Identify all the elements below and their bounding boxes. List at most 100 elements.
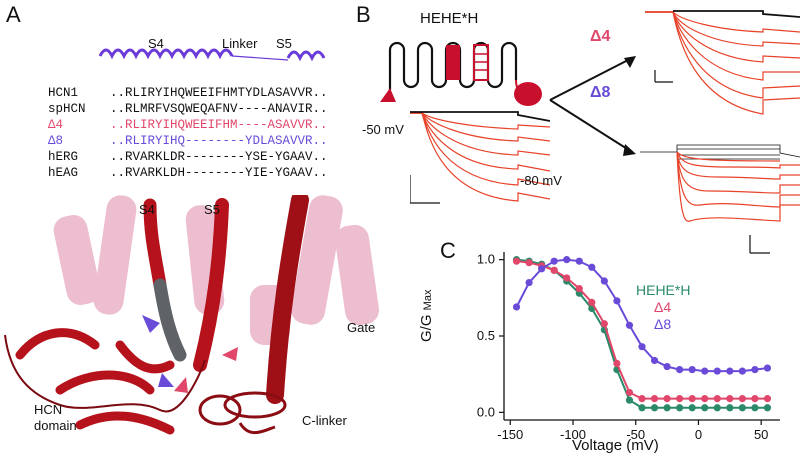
x-tick-label: -50	[626, 427, 645, 442]
legend-delta8: Δ8	[654, 316, 672, 332]
data-point	[613, 297, 621, 305]
chart-series	[512, 256, 772, 412]
seq-text: ..RVARKLDR--------YSE-YGAAV..	[110, 150, 328, 164]
data-point	[663, 404, 671, 412]
seq-name: HCN1	[48, 86, 79, 100]
hcn-domain-label-2: domain	[34, 418, 77, 433]
delta4-branch-label: Δ4	[590, 28, 611, 45]
pink-arrowhead-icon	[174, 377, 188, 393]
panel-a-letter: A	[6, 2, 21, 27]
data-point	[688, 404, 696, 412]
data-point	[588, 298, 596, 306]
seq-name: hEAG	[48, 166, 79, 180]
data-point	[588, 263, 596, 271]
chart-axes: -150 -100 -50 0 50 0.0 0.5 1.0	[477, 252, 780, 442]
alignment-row: hERG ..RVARKLDR--------YSE-YGAAV..	[18, 133, 328, 181]
legend-hehe: HEHE*H	[636, 282, 691, 298]
alignment-row: spHCN ..RLMRFVSQWEQAFNV----ANAVIR..	[18, 85, 328, 133]
branch-arrows	[549, 56, 636, 156]
y-tick-label: 1.0	[477, 252, 495, 267]
data-point	[701, 395, 709, 403]
data-point	[726, 367, 734, 375]
data-point	[600, 277, 608, 285]
y-axis-label-text: G/G	[418, 314, 435, 342]
tail-voltage-label: -80 mV	[520, 173, 562, 188]
seq-name: spHCN	[48, 102, 86, 116]
data-point	[638, 404, 646, 412]
hcn-domain-label-1: HCN	[34, 402, 63, 417]
seq-name: Δ4	[48, 118, 64, 132]
data-point	[512, 303, 521, 311]
data-point	[763, 404, 772, 412]
helix-header	[98, 48, 326, 62]
structure-s5-label: S5	[204, 202, 220, 217]
delta8-branch-label: Δ8	[590, 84, 611, 101]
data-point	[663, 362, 671, 371]
data-point	[726, 404, 734, 412]
data-point	[575, 285, 583, 293]
y-tick-label: 0.5	[477, 328, 495, 343]
hcn-domain	[15, 328, 175, 435]
data-point	[550, 257, 558, 265]
s4-helix	[143, 198, 187, 362]
data-point	[688, 395, 696, 403]
s4-helix-icon	[98, 48, 234, 60]
data-point	[676, 404, 684, 412]
c-linker-label: C-linker	[302, 413, 347, 428]
data-point	[738, 404, 746, 412]
purple-arrowhead-icon	[158, 373, 174, 387]
data-point	[676, 366, 684, 374]
legend-delta4: Δ4	[654, 299, 672, 315]
seq-text: ..RLIRYIHQ--------YDLASAVVR..	[110, 134, 328, 148]
data-point	[650, 395, 659, 403]
alignment-row: hEAG ..RVARKLDH--------YIE-YGAAV..	[18, 149, 328, 197]
data-point	[650, 404, 659, 412]
header-linker: Linker	[222, 36, 258, 51]
data-point	[701, 404, 709, 412]
trace-hehe	[410, 111, 551, 204]
s5-helix-icon	[286, 50, 326, 62]
c-linker-coil	[198, 391, 287, 435]
data-point	[613, 359, 621, 368]
alignment-row: Δ4 ..RLIRYIHQWEEIFHM----ASAVVR..	[18, 101, 328, 149]
x-tick-label: -100	[560, 427, 586, 442]
trace-delta4	[645, 10, 800, 115]
x-tick-label: 50	[754, 427, 768, 442]
data-point	[638, 343, 646, 351]
purple-arrowhead-icon	[142, 315, 160, 333]
alignment-row: HCN1 ..RLIRYIHQWEEIFHMTYDLASAVVR..	[18, 69, 328, 117]
data-point	[538, 265, 546, 273]
construct-label: HEHE*H	[420, 10, 479, 27]
data-point	[713, 367, 721, 375]
data-point	[563, 274, 571, 282]
data-point	[625, 396, 634, 404]
y-axis-label-sub: Max	[422, 289, 434, 311]
data-point	[738, 367, 746, 375]
trace-delta8	[640, 144, 800, 254]
panel-c-letter: C	[440, 238, 456, 263]
s5-helix	[193, 198, 229, 372]
data-point	[625, 321, 634, 329]
data-point	[625, 388, 634, 397]
data-point	[563, 256, 571, 264]
panel-b-letter: B	[356, 2, 371, 27]
seq-text: ..RVARKLDH--------YIE-YGAAV..	[110, 166, 328, 180]
gate-helix	[266, 195, 309, 404]
seq-text: ..RLIRYIHQWEEIFHM----ASAVVR..	[110, 118, 328, 132]
channel-topology-icon	[380, 41, 542, 106]
data-point	[525, 259, 533, 267]
y-axis-label: G/G Max	[418, 290, 435, 342]
data-point	[575, 257, 583, 265]
data-point	[726, 395, 734, 403]
data-point	[751, 366, 759, 374]
data-point	[751, 395, 759, 403]
data-point	[663, 395, 671, 403]
gv-chart: -150 -100 -50 0 50 0.0 0.5 1.0	[477, 252, 780, 442]
x-tick-label: 0	[695, 427, 702, 442]
data-point	[701, 367, 709, 375]
header-s5: S5	[276, 36, 292, 51]
data-point	[600, 320, 608, 328]
gate-label: Gate	[347, 320, 376, 335]
data-point	[738, 395, 746, 403]
